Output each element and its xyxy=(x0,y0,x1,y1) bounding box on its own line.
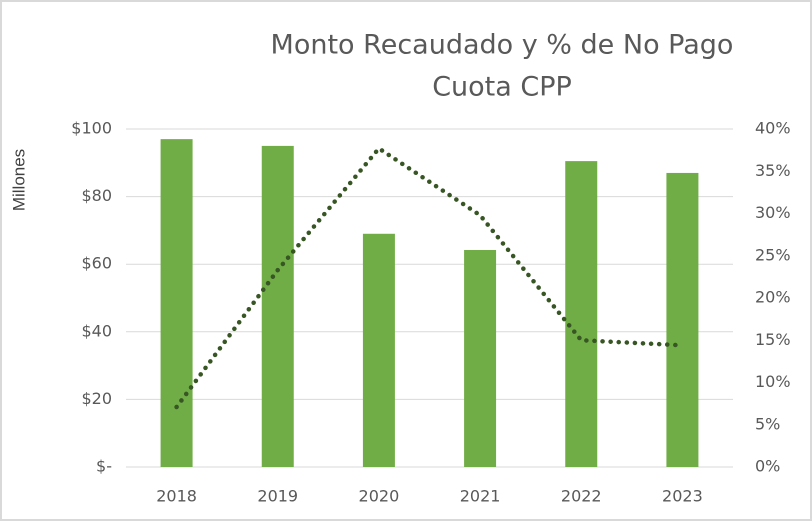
y2-tick-label: 0% xyxy=(755,457,780,476)
y2-tick-label: 30% xyxy=(755,203,791,222)
y2-tick-label: 40% xyxy=(755,119,791,138)
y2-tick-label: 25% xyxy=(755,245,791,264)
y-tick-label: $20 xyxy=(81,389,112,408)
y2-tick-label: 10% xyxy=(755,372,791,391)
x-tick-label: 2018 xyxy=(156,487,197,506)
x-tick-label: 2022 xyxy=(561,487,602,506)
y2-tick-label: 5% xyxy=(755,414,780,433)
bar xyxy=(666,172,699,467)
y2-tick-label: 15% xyxy=(755,330,791,349)
y-tick-label: $80 xyxy=(81,186,112,205)
line xyxy=(174,145,685,410)
y-tick-label: $100 xyxy=(71,119,112,138)
bar xyxy=(362,233,395,467)
y-tick-label: $60 xyxy=(81,254,112,273)
y-tick-label: $40 xyxy=(81,321,112,340)
y-tick-label: $- xyxy=(96,457,112,476)
bar xyxy=(464,250,497,467)
chart-title: Cuota CPP xyxy=(432,72,572,103)
bar xyxy=(160,139,193,467)
y2-tick-label: 35% xyxy=(755,161,791,180)
bar xyxy=(565,161,598,468)
y2-tick-label: 20% xyxy=(755,288,791,307)
x-tick-label: 2023 xyxy=(662,487,703,506)
y-axis-label: Millones xyxy=(9,149,28,211)
x-tick-label: 2019 xyxy=(257,487,298,506)
x-tick-label: 2021 xyxy=(460,487,501,506)
chart-title: Monto Recaudado y % de No Pago xyxy=(271,30,734,61)
bar xyxy=(261,145,294,467)
x-tick-label: 2020 xyxy=(359,487,400,506)
